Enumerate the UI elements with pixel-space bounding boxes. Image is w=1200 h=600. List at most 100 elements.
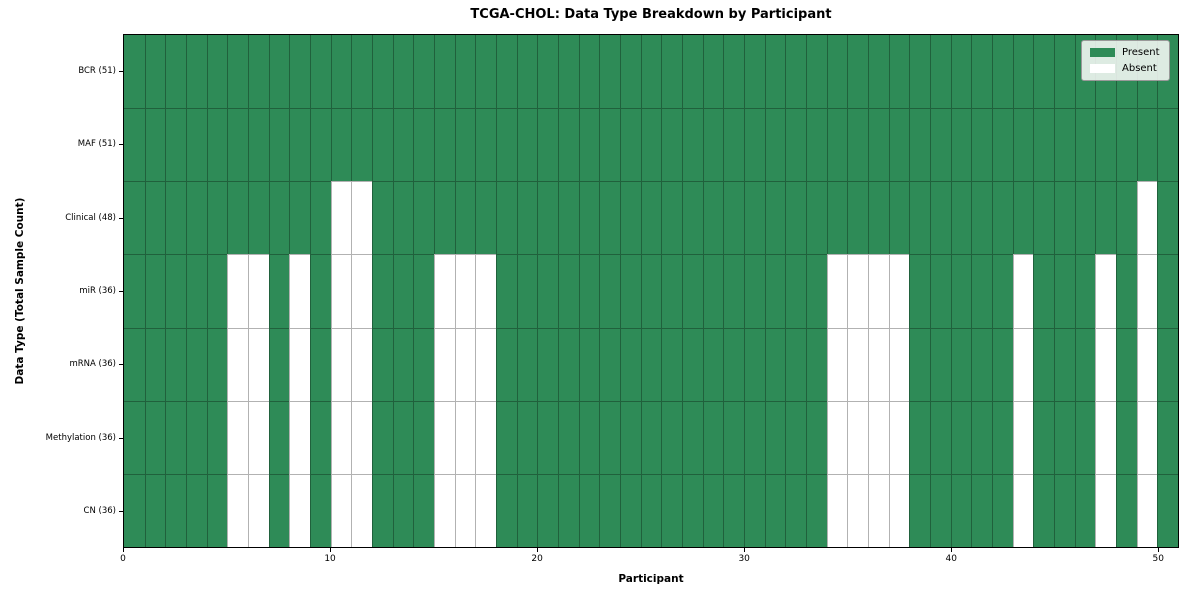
x-tick-label: 30 [738, 554, 750, 564]
heatmap-cell [309, 108, 331, 182]
heatmap-cell [1033, 473, 1054, 547]
heatmap-cell [1115, 108, 1137, 182]
heatmap-cell [371, 254, 393, 328]
heatmap-cell [330, 327, 352, 401]
heatmap-cell [971, 473, 992, 547]
heatmap-cell [268, 35, 290, 109]
heatmap-cell [702, 327, 724, 401]
heatmap-cell [433, 108, 455, 182]
heatmap-cell [723, 35, 744, 109]
heatmap-cell [909, 473, 930, 547]
heatmap-cell [185, 473, 207, 547]
heatmap-cell [371, 35, 393, 109]
heatmap-cell [867, 254, 889, 328]
heatmap-cell [371, 108, 393, 182]
heatmap-cell [743, 35, 765, 109]
x-tick-mark [1158, 548, 1160, 552]
legend-swatch-present [1090, 48, 1115, 57]
heatmap-cell [185, 35, 207, 109]
heatmap-cell [413, 254, 434, 328]
heatmap-cell [1095, 181, 1116, 255]
heatmap-cell [475, 181, 496, 255]
heatmap-row-mir [124, 254, 1178, 328]
heatmap-cell [971, 400, 992, 474]
heatmap-cell [578, 181, 600, 255]
heatmap-cell [413, 181, 434, 255]
heatmap-cell [454, 400, 476, 474]
heatmap-cell [433, 35, 455, 109]
heatmap-cell [1095, 254, 1116, 328]
heatmap-cell [227, 473, 248, 547]
y-tick-label: Clinical (48) [65, 212, 116, 223]
heatmap-cell [309, 327, 331, 401]
heatmap-cell [888, 327, 910, 401]
heatmap-cell [785, 473, 806, 547]
heatmap-cell [867, 108, 889, 182]
heatmap-cell [1074, 254, 1096, 328]
legend-item-absent: Absent [1090, 63, 1160, 74]
y-tick-label: MAF (51) [77, 139, 116, 150]
heatmap-cell [392, 254, 414, 328]
heatmap-cell [681, 400, 703, 474]
x-tick-mark [537, 548, 539, 552]
heatmap-cell [392, 181, 414, 255]
heatmap-cell [640, 181, 662, 255]
heatmap-cell [867, 327, 889, 401]
heatmap-cell [124, 400, 145, 474]
heatmap-cell [1053, 400, 1075, 474]
heatmap-cell [495, 181, 517, 255]
heatmap-cell [537, 473, 558, 547]
heatmap-cell [950, 254, 972, 328]
heatmap-cell [309, 181, 331, 255]
heatmap-cell [1033, 327, 1054, 401]
heatmap-cell [578, 254, 600, 328]
heatmap-cell [516, 35, 538, 109]
heatmap-cell [599, 108, 620, 182]
heatmap-cell [1012, 181, 1034, 255]
heatmap-cell [1095, 400, 1116, 474]
heatmap-cell [578, 327, 600, 401]
heatmap-cell [392, 473, 414, 547]
heatmap-cell [826, 327, 848, 401]
heatmap-cell [516, 108, 538, 182]
heatmap-cell [971, 254, 992, 328]
heatmap-cell [289, 327, 310, 401]
y-tick-mark [119, 437, 123, 439]
x-axis-title: Participant [618, 573, 684, 585]
heatmap-cell [1012, 108, 1034, 182]
heatmap-cell [516, 400, 538, 474]
heatmap-cell [165, 35, 186, 109]
heatmap-cell [702, 181, 724, 255]
heatmap-cell [661, 35, 682, 109]
heatmap-cell [619, 327, 641, 401]
heatmap-cell [392, 108, 414, 182]
heatmap-cell [785, 35, 806, 109]
y-tick-label: Methylation (36) [45, 432, 116, 443]
heatmap-cell [185, 181, 207, 255]
heatmap-cell [557, 35, 579, 109]
heatmap-cell [206, 473, 228, 547]
heatmap-cell [1115, 327, 1137, 401]
heatmap-cell [991, 327, 1013, 401]
heatmap-cell [867, 35, 889, 109]
heatmap-cell [888, 473, 910, 547]
heatmap-cell [1115, 400, 1137, 474]
heatmap-cell [971, 35, 992, 109]
heatmap-cell [330, 108, 352, 182]
heatmap-cell [124, 181, 145, 255]
heatmap-cell [330, 254, 352, 328]
heatmap-cell [826, 473, 848, 547]
heatmap-cell [124, 254, 145, 328]
heatmap-cell [1157, 473, 1178, 547]
heatmap-cell [743, 254, 765, 328]
x-tick-mark [951, 548, 953, 552]
heatmap-cell [929, 181, 951, 255]
heatmap-cell [433, 181, 455, 255]
heatmap-cell [785, 254, 806, 328]
heatmap-cell [909, 400, 930, 474]
heatmap-cell [268, 254, 290, 328]
heatmap-cell [475, 473, 496, 547]
heatmap-cell [1012, 400, 1034, 474]
heatmap-cell [165, 254, 186, 328]
